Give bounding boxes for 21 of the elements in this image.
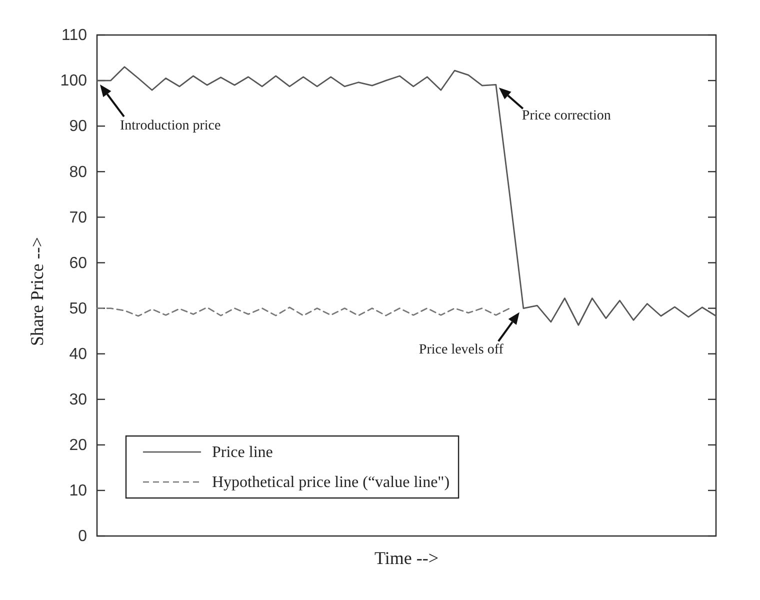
y-tick-label: 100	[60, 72, 88, 90]
annotation: Price levels off	[418, 342, 504, 358]
y-axis-title: Share Price -->	[27, 236, 47, 346]
y-tick-label: 80	[69, 164, 88, 181]
y-tick-label: 20	[69, 437, 88, 454]
annotation: Introduction price	[120, 118, 221, 134]
y-tick-label: 30	[69, 391, 88, 408]
annotation: Price correction	[522, 108, 611, 124]
legend-label: Price line	[212, 444, 273, 460]
legend-label: Hypothetical price line (“value line")	[212, 474, 450, 490]
line-series	[96, 66, 717, 326]
x-axis-title: Time -->	[374, 548, 438, 568]
y-tick-label: 0	[78, 528, 88, 546]
y-tick-label: 90	[69, 118, 88, 136]
y-tick-label: 10	[69, 482, 88, 500]
y-tick-label: 110	[61, 27, 88, 44]
line-series	[96, 306, 510, 317]
y-tick-label: 60	[69, 254, 88, 272]
y-tick-label: 50	[69, 300, 88, 318]
y-tick-label: 40	[69, 346, 88, 363]
y-tick-label: 70	[69, 209, 88, 226]
